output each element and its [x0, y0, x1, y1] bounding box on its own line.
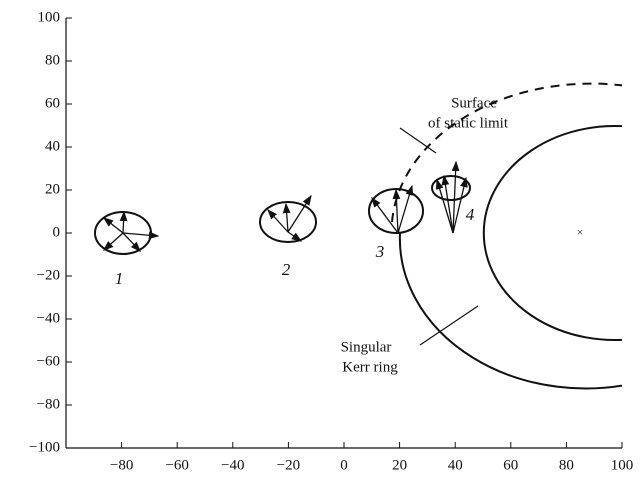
- annotation: Singular: [341, 339, 392, 355]
- arrow: [437, 180, 453, 233]
- x-tick-label: 40: [448, 457, 463, 473]
- ellipse-2: [260, 202, 316, 242]
- y-tick-label: −20: [37, 267, 60, 283]
- ellipse-label: 2: [282, 260, 291, 279]
- y-tick-label: −60: [37, 353, 60, 369]
- y-tick-label: 60: [45, 95, 60, 111]
- arrow: [286, 204, 288, 232]
- leader-line: [400, 128, 436, 153]
- arrow: [123, 233, 158, 236]
- x-tick-label: 80: [559, 457, 574, 473]
- arrow: [123, 233, 140, 251]
- y-tick-label: 80: [45, 52, 60, 68]
- x-tick-label: −80: [110, 457, 133, 473]
- y-tick-label: 100: [38, 9, 61, 25]
- ellipses: [95, 162, 470, 254]
- arrow: [104, 218, 123, 233]
- annotation: Surface: [451, 95, 497, 111]
- arrow: [288, 232, 301, 241]
- annotation: of static limit: [428, 115, 509, 131]
- x-tick-label: 0: [340, 457, 348, 473]
- arrow: [268, 210, 288, 232]
- x-tick-label: 100: [611, 457, 634, 473]
- y-tick-label: −80: [37, 396, 60, 412]
- x-tick-label: 60: [503, 457, 518, 473]
- x-tick-label: −40: [221, 457, 244, 473]
- arrow: [444, 176, 453, 233]
- y-tick-label: −40: [37, 310, 60, 326]
- static-limit-surface: [392, 84, 640, 222]
- outer-ring: [400, 233, 640, 388]
- arrow: [396, 190, 398, 233]
- ellipse-label: 1: [115, 269, 124, 288]
- y-tick-label: −100: [29, 439, 60, 455]
- x-tick-label: 20: [392, 457, 407, 473]
- center-mark: ×: [577, 225, 584, 239]
- arrow: [398, 186, 412, 233]
- annotation: Kerr ring: [342, 359, 398, 375]
- y-tick-label: 0: [53, 224, 61, 240]
- x-tick-label: −60: [165, 457, 188, 473]
- inner-ring: [484, 126, 640, 340]
- ellipse-label: 4: [466, 205, 475, 224]
- y-tick-label: 20: [45, 181, 60, 197]
- arrow: [123, 212, 124, 233]
- chart: Surface of static limit Singular Kerr ri…: [0, 0, 642, 484]
- x-tick-label: −20: [277, 457, 300, 473]
- arrow: [372, 198, 398, 233]
- y-tick-label: 40: [45, 138, 60, 154]
- arrow: [104, 233, 123, 250]
- ellipse-label: 3: [375, 242, 385, 261]
